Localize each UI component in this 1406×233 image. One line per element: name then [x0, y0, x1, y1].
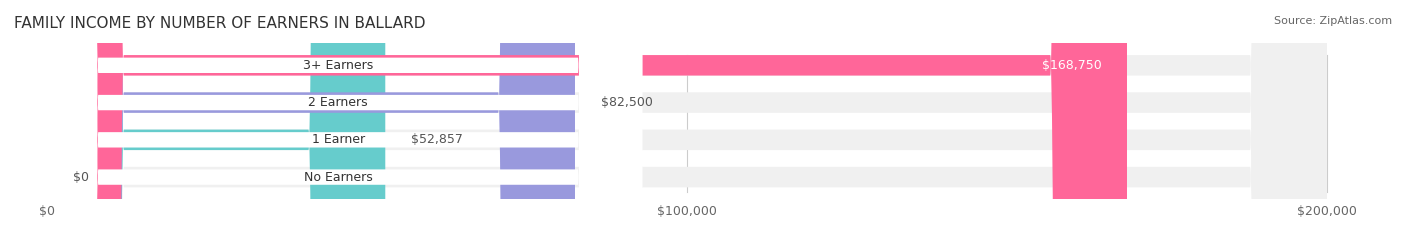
Text: Source: ZipAtlas.com: Source: ZipAtlas.com	[1274, 16, 1392, 26]
FancyBboxPatch shape	[46, 0, 1128, 233]
FancyBboxPatch shape	[46, 0, 1327, 233]
Text: 3+ Earners: 3+ Earners	[304, 59, 374, 72]
Text: 1 Earner: 1 Earner	[312, 133, 364, 146]
FancyBboxPatch shape	[46, 0, 385, 233]
Text: $0: $0	[73, 171, 89, 184]
Text: 2 Earners: 2 Earners	[308, 96, 368, 109]
Text: $82,500: $82,500	[600, 96, 652, 109]
Text: $168,750: $168,750	[1042, 59, 1101, 72]
FancyBboxPatch shape	[34, 0, 643, 233]
FancyBboxPatch shape	[46, 0, 1327, 233]
FancyBboxPatch shape	[46, 0, 575, 233]
Text: FAMILY INCOME BY NUMBER OF EARNERS IN BALLARD: FAMILY INCOME BY NUMBER OF EARNERS IN BA…	[14, 16, 426, 31]
Text: $52,857: $52,857	[411, 133, 463, 146]
FancyBboxPatch shape	[34, 0, 643, 233]
FancyBboxPatch shape	[34, 0, 643, 233]
FancyBboxPatch shape	[46, 0, 1327, 233]
Text: No Earners: No Earners	[304, 171, 373, 184]
FancyBboxPatch shape	[34, 0, 643, 233]
FancyBboxPatch shape	[46, 0, 1327, 233]
